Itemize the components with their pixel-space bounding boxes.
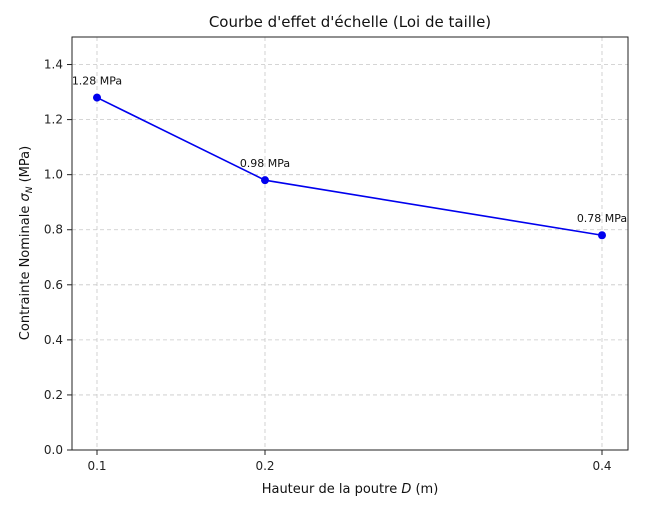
data-label: 0.78 MPa [577,212,627,225]
y-gridlines [72,64,628,451]
x-axis-label-unit: (m) [411,482,438,497]
y-axis-label-prefix: Contrainte Nominale [18,202,33,341]
x-tick-label: 0.4 [592,459,611,473]
x-axis-label: Hauteur de la poutre D (m) [262,482,439,497]
x-tick-label: 0.2 [255,459,274,473]
y-tick-label: 1.0 [44,168,63,182]
y-tick-label: 0.4 [44,333,63,347]
data-labels: 1.28 MPa 0.98 MPa 0.78 MPa [72,75,627,226]
x-ticks: 0.1 0.2 0.4 [87,450,612,473]
y-tick-label: 0.2 [44,388,63,402]
y-tick-label: 0.6 [44,278,63,292]
series-line [96,96,603,237]
x-axis-label-symbol: D [401,482,411,497]
x-gridlines [96,37,603,450]
y-axis-label-symbol: σ [18,193,33,202]
data-label: 1.28 MPa [72,75,122,88]
chart-title: Courbe d'effet d'échelle (Loi de taille) [209,13,491,31]
y-tick-label: 1.4 [44,58,63,72]
y-axis-label: Contrainte Nominale σN (MPa) [18,146,35,340]
y-ticks: 0.0 0.2 0.4 0.6 0.8 1.0 1.2 1.4 [44,58,72,457]
y-axis-label-unit: (MPa) [18,146,33,187]
x-axis-label-prefix: Hauteur de la poutre [262,482,402,497]
y-tick-label: 0.0 [44,443,63,457]
plot-frame [71,36,629,451]
y-tick-label: 0.8 [44,223,63,237]
data-point [93,93,101,102]
data-point [261,176,269,185]
data-point [598,231,606,240]
y-axis-label-subscript: N [25,186,35,193]
series-points [93,93,606,240]
x-tick-label: 0.1 [87,459,106,473]
data-label: 0.98 MPa [240,157,290,170]
y-tick-label: 1.2 [44,113,63,127]
